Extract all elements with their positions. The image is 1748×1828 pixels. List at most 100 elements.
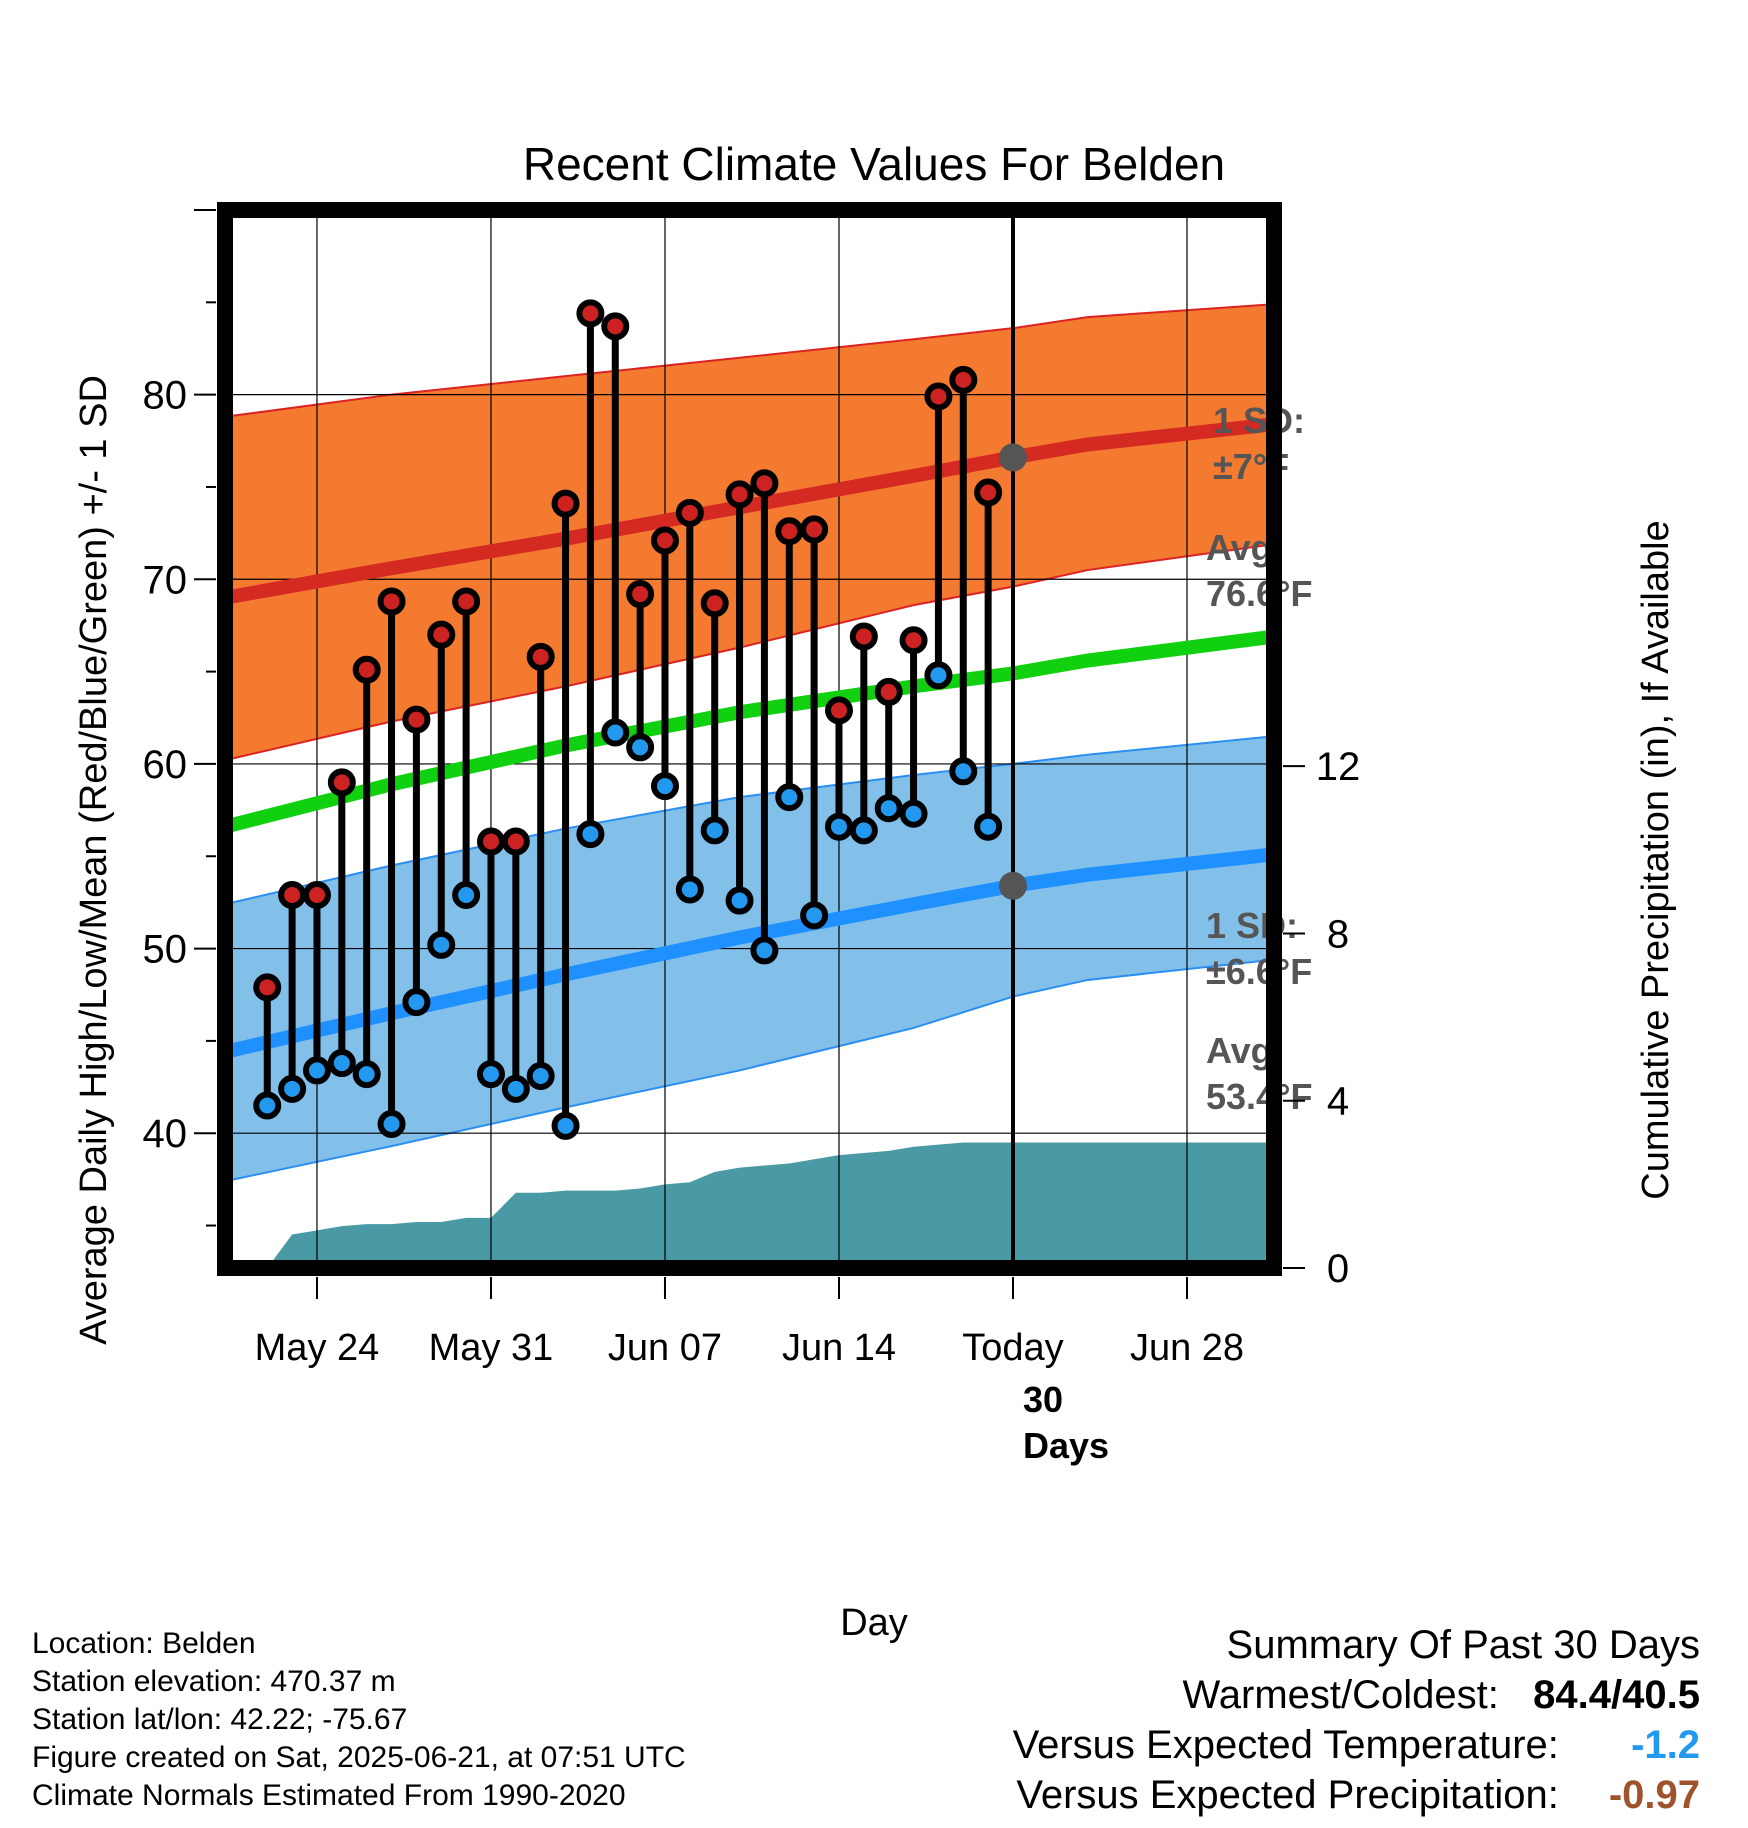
low-point: [924, 661, 953, 690]
summary-panel: Summary Of Past 30 Days Warmest/Coldest:…: [1013, 1620, 1700, 1820]
low-point: [775, 783, 804, 812]
low-point: [526, 1061, 555, 1090]
x-tick-label: Jun 28: [1130, 1327, 1244, 1369]
low-sd-annotation: 1 SD:: [1206, 905, 1298, 946]
high-point: [800, 515, 829, 544]
high-point: [352, 655, 381, 684]
low-point: [974, 812, 1003, 841]
y-tick-label-right: 12: [1316, 745, 1361, 789]
chart-title: Recent Climate Values For Belden: [523, 138, 1225, 190]
low-point: [949, 757, 978, 786]
high-point: [824, 696, 853, 725]
y-tick-label-left: 80: [143, 374, 188, 418]
created-text: Figure created on Sat, 2025-06-21, at 07…: [32, 1741, 686, 1774]
low-point: [452, 881, 481, 910]
low-point: [601, 718, 630, 747]
x-tick-label: May 24: [255, 1327, 380, 1369]
low-point: [725, 886, 754, 915]
normals-text: Climate Normals Estimated From 1990-2020: [32, 1779, 626, 1812]
high-point: [576, 299, 605, 328]
low-point: [402, 988, 431, 1017]
high-sd-annotation: 1 SD:: [1213, 400, 1305, 441]
high-point: [476, 827, 505, 856]
high-point: [650, 526, 679, 555]
station-info: Location: Belden Station elevation: 470.…: [32, 1625, 686, 1815]
high-point: [427, 620, 456, 649]
y-tick-label-left: 40: [143, 1112, 188, 1156]
summary-title: Summary Of Past 30 Days: [1226, 1623, 1700, 1667]
high-point: [302, 881, 331, 910]
low-point: [427, 930, 456, 959]
precip-value: -0.97: [1608, 1773, 1700, 1817]
low-point: [253, 1091, 282, 1120]
low-avg-annotation: 53.4°F: [1206, 1076, 1312, 1117]
y-tick-label-right: 8: [1327, 912, 1349, 956]
high-point: [849, 622, 878, 651]
precip-row: Versus Expected Precipitation: -0.97: [1013, 1770, 1700, 1820]
y-tick-label-left: 70: [143, 558, 188, 602]
x-tick-label: Today: [962, 1327, 1063, 1369]
today-high-avg-point: [998, 443, 1027, 472]
high-point: [626, 580, 655, 609]
low-point: [650, 772, 679, 801]
low-sd-upper-line: [224, 735, 1275, 906]
low-point: [849, 816, 878, 845]
precip-label: Versus Expected Precipitation:: [1016, 1773, 1559, 1817]
high-point: [899, 626, 928, 655]
low-point: [327, 1049, 356, 1078]
y-axis-label-left: Average Daily High/Low/Mean (Red/Blue/Gr…: [73, 375, 115, 1345]
y-axis-label-right: Cumulative Precipitation (in), If Availa…: [1635, 520, 1677, 1199]
high-point: [725, 480, 754, 509]
low-point: [626, 733, 655, 762]
temp-label: Versus Expected Temperature:: [1012, 1723, 1559, 1767]
mean-high-line: [223, 417, 1275, 605]
high-point: [775, 517, 804, 546]
low-point: [824, 812, 853, 841]
low-point: [501, 1074, 530, 1103]
low-point: [576, 820, 605, 849]
high-point: [874, 677, 903, 706]
high-point: [700, 589, 729, 618]
low-point: [302, 1056, 331, 1085]
warm-cold-row: Warmest/Coldest: 84.4/40.5: [1013, 1670, 1701, 1720]
location-text: Location: Belden: [32, 1627, 256, 1660]
high-point: [675, 498, 704, 527]
low-point: [377, 1109, 406, 1138]
high-point: [601, 312, 630, 341]
latlon-text: Station lat/lon: 42.22; -75.67: [32, 1703, 408, 1736]
high-point: [402, 705, 431, 734]
today-days-label: 30: [1023, 1379, 1063, 1420]
mean-line: [223, 629, 1275, 834]
low-point: [750, 936, 779, 965]
low-point: [675, 875, 704, 904]
y-tick-label-left: 60: [143, 743, 188, 787]
low-point: [874, 794, 903, 823]
y-tick-label-right: 0: [1327, 1247, 1349, 1291]
elevation-text: Station elevation: 470.37 m: [32, 1665, 396, 1698]
high-point: [949, 365, 978, 394]
x-tick-label: Jun 14: [782, 1327, 896, 1369]
y-tick-label-left: 50: [143, 928, 188, 972]
high-sd-band: [225, 304, 1274, 761]
low-point: [551, 1111, 580, 1140]
high-point: [327, 768, 356, 797]
precip-area: [225, 1142, 1274, 1268]
high-point: [526, 642, 555, 671]
high-point: [974, 478, 1003, 507]
high-point: [377, 587, 406, 616]
today-low-avg-point: [998, 871, 1027, 900]
low-point: [700, 816, 729, 845]
warm-cold-label: Warmest/Coldest:: [1182, 1673, 1499, 1717]
low-point: [352, 1060, 381, 1089]
x-tick-label: Jun 07: [608, 1327, 722, 1369]
low-point: [899, 799, 928, 828]
high-point: [278, 881, 307, 910]
warm-cold-value: 84.4/40.5: [1533, 1673, 1700, 1717]
low-point: [278, 1074, 307, 1103]
high-sd-upper-line: [224, 303, 1275, 418]
high-point: [750, 469, 779, 498]
low-point: [476, 1060, 505, 1089]
temp-value: -1.2: [1631, 1723, 1700, 1767]
